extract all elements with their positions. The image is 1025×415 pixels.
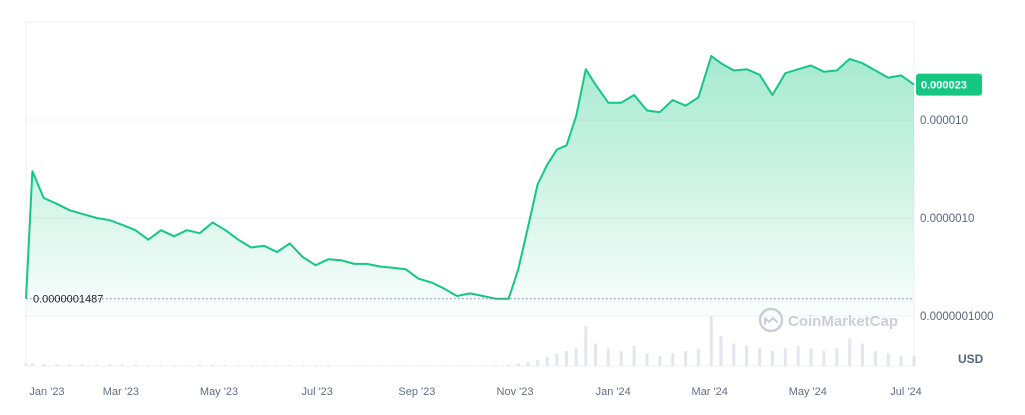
volume-bar (391, 365, 395, 366)
volume-bar (684, 351, 688, 366)
volume-bar (159, 365, 163, 366)
x-tick-label: Jan '23 (29, 386, 64, 398)
x-tick-label: Mar '24 (692, 386, 728, 398)
volume-bar (417, 365, 420, 366)
volume-bar (606, 348, 610, 366)
volume-bar (696, 348, 700, 366)
volume-bar (42, 364, 46, 366)
volume-bar (783, 348, 787, 366)
current-price-label: 0.000023 (921, 80, 967, 92)
volume-bar (507, 364, 511, 366)
y-axis: 0.000010 0.0000010 0.0000001000 (920, 115, 994, 323)
volume-bar (848, 338, 852, 366)
volume-bar (236, 365, 240, 366)
volume-bar (455, 365, 459, 366)
volume-bar (886, 353, 890, 366)
x-tick-label: Jul '24 (890, 386, 921, 398)
volume-bar (645, 353, 649, 366)
volume-bar (275, 365, 279, 366)
volume-bar (594, 343, 597, 366)
volume-bar (574, 348, 578, 366)
watermark-label: CoinMarketCap (788, 313, 898, 330)
volume-bar (339, 365, 343, 366)
volume-bar (314, 365, 318, 366)
volume-bar (481, 365, 485, 366)
volume-bar (873, 351, 877, 366)
volume-bar (526, 362, 530, 366)
volume-bar (224, 365, 227, 366)
volume-bar (719, 336, 723, 366)
volume-bar (24, 363, 28, 366)
volume-bar (912, 356, 916, 366)
volume-bar (732, 343, 736, 366)
volume-bar (442, 365, 446, 366)
volume-bar (429, 365, 433, 366)
volume-bar (326, 365, 330, 366)
volume-bar (516, 363, 520, 366)
x-tick-label: May '23 (200, 386, 238, 398)
volume-bar (121, 364, 124, 366)
price-area (26, 56, 914, 316)
current-price-badge: 0.000023 (916, 73, 982, 96)
currency-label: USD (958, 352, 984, 366)
volume-bar (468, 365, 472, 366)
y-tick-label: 0.0000010 (920, 213, 974, 225)
price-line (25, 55, 915, 300)
x-axis: Jan '23 Mar '23 May '23 Jul '23 Sep '23 Nov '… (29, 386, 921, 398)
volume-bar (770, 351, 774, 366)
min-price-label: 0.0000001487 (33, 294, 103, 306)
volume-bar (301, 365, 305, 366)
volume-bar (555, 353, 559, 366)
volume-bar (619, 351, 623, 366)
volume-bar (822, 351, 826, 366)
volume-bar (262, 365, 266, 366)
volume-bar (108, 364, 112, 366)
volume-bar (545, 357, 549, 366)
volume-bar (494, 365, 498, 366)
volume-bar (378, 365, 382, 366)
volume-bar (67, 364, 71, 366)
x-tick-label: Sep '23 (398, 386, 435, 398)
volume-bar (899, 356, 903, 366)
volume-bar (796, 346, 800, 366)
volume-bar (709, 316, 713, 366)
volume-bar (536, 360, 540, 366)
volume-bar (404, 365, 408, 366)
volume-bar (565, 351, 568, 366)
volume-bar (352, 365, 356, 366)
volume-bar (632, 346, 636, 366)
volume-bar (861, 343, 864, 366)
volume-bar (288, 365, 292, 366)
x-tick-label: Mar '23 (103, 386, 139, 398)
y-tick-label: 0.000010 (920, 115, 968, 127)
volume-bar (211, 364, 215, 366)
x-tick-label: May '24 (789, 386, 827, 398)
volume-bar (658, 356, 662, 366)
volume-bar (146, 365, 150, 366)
volume-bar (185, 365, 189, 366)
volume-bar (365, 365, 369, 366)
volume-bar (133, 364, 137, 366)
volume-bar (172, 365, 176, 366)
volume-bar (95, 364, 99, 366)
volume-bar (198, 364, 202, 366)
volume-bar (30, 363, 34, 366)
volume-bar (671, 353, 675, 366)
volume-bar (55, 364, 59, 366)
volume-bar (80, 364, 84, 366)
min-price-marker: 0.0000001487 (26, 294, 914, 306)
volume-bars (24, 316, 916, 366)
volume-bar (249, 365, 253, 366)
x-tick-label: Nov '23 (497, 386, 534, 398)
x-tick-label: Jan '24 (596, 386, 631, 398)
volume-bar (809, 348, 813, 366)
y-tick-label: 0.0000001000 (920, 311, 994, 323)
volume-bar (758, 348, 762, 366)
volume-bar (835, 348, 839, 366)
volume-bar (584, 326, 588, 366)
volume-bar (745, 346, 749, 366)
x-tick-label: Jul '23 (301, 386, 332, 398)
